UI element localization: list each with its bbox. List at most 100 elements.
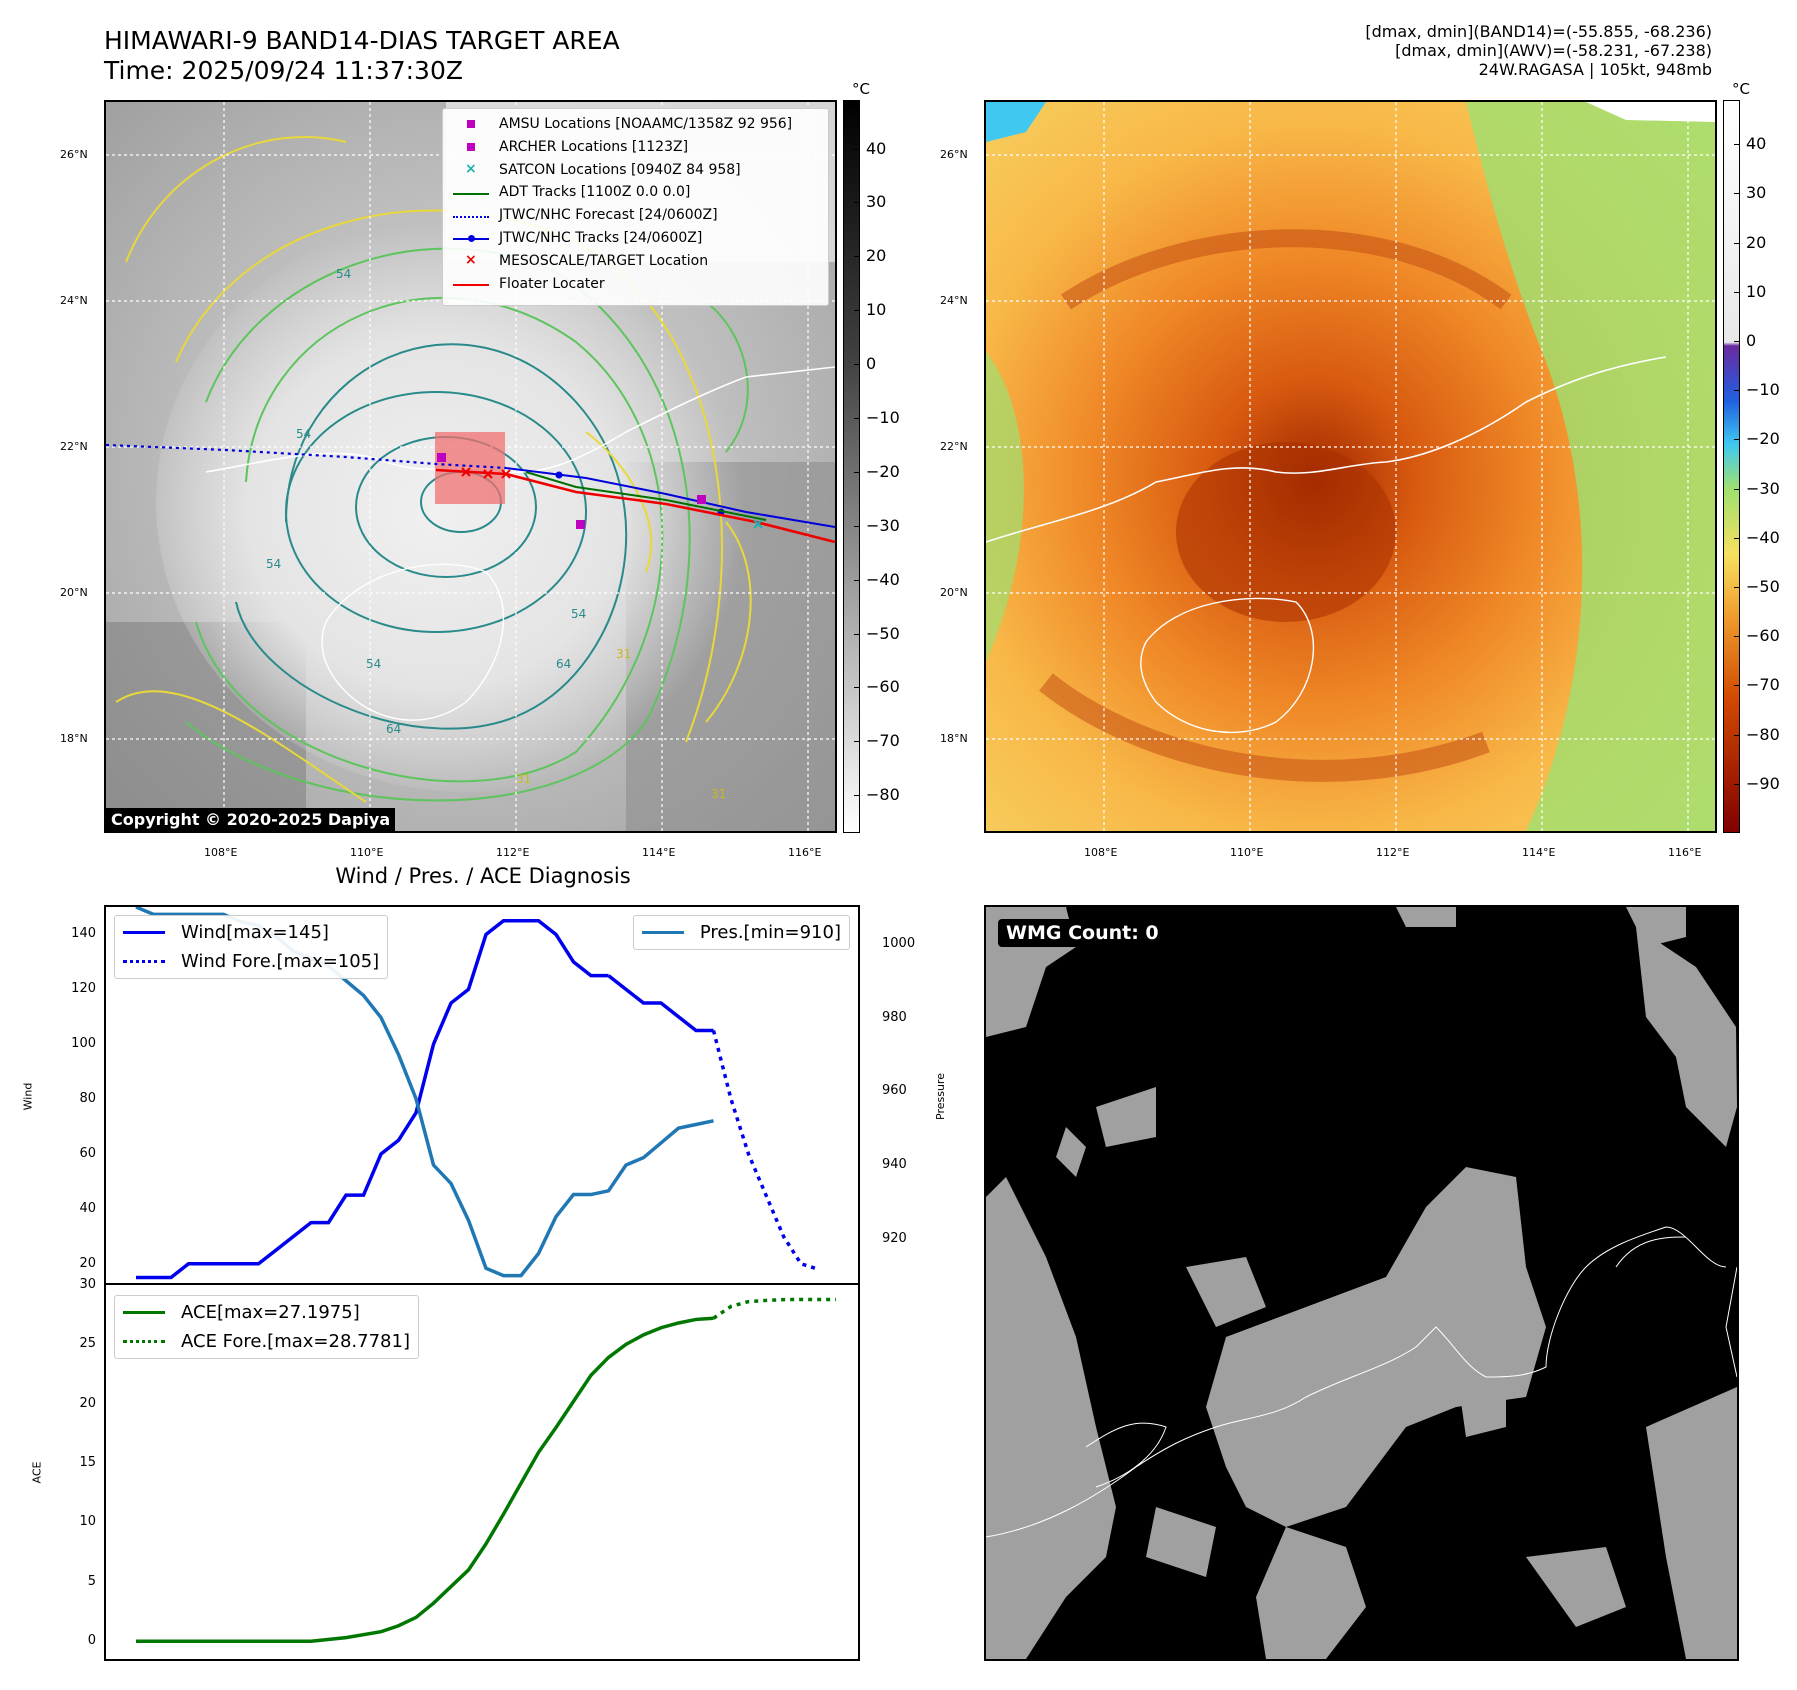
colorbar-tick: −50 xyxy=(1734,577,1780,597)
lat-label: 24°N xyxy=(60,294,88,307)
lat-label: 26°N xyxy=(60,148,88,161)
ace-svg xyxy=(136,1297,836,1643)
pres-legend: Pres.[min=910] xyxy=(632,915,850,950)
lat-label: 26°N xyxy=(940,148,968,161)
colorbar-tick: −90 xyxy=(1734,773,1780,793)
ace-forecast-line xyxy=(712,1297,836,1320)
ace-ylabel: ACE xyxy=(30,1461,44,1484)
left-colorbar xyxy=(843,100,860,833)
contour-label: 54 xyxy=(366,657,382,671)
colorbar-tick: −60 xyxy=(854,677,900,697)
colorbar-tick: 30 xyxy=(853,192,887,212)
title-line1: HIMAWARI-9 BAND14-DIAS TARGET AREA xyxy=(104,26,620,55)
contour-label: 54 xyxy=(296,427,312,441)
legend-line-solid xyxy=(451,186,491,200)
wind-forecast-line xyxy=(711,1030,820,1271)
wind-line xyxy=(136,918,609,1280)
right-colorbar xyxy=(1723,100,1740,833)
info-line3: 24W.RAGASA | 105kt, 948mb xyxy=(1478,60,1712,79)
awv-map-panel xyxy=(984,100,1717,833)
legend-ace: ACE[max=27.1975] xyxy=(123,1298,410,1327)
pres-ytick: 960 xyxy=(882,1083,907,1099)
lat-label: 18°N xyxy=(60,732,88,745)
wmg-svg xyxy=(986,907,1737,1659)
colorbar-tick: −20 xyxy=(854,461,900,481)
contour-label: 31 xyxy=(616,647,632,661)
ace-ytick: 30 xyxy=(79,1277,96,1292)
colorbar-tick: −10 xyxy=(1734,380,1780,400)
lon-label: 116°E xyxy=(1668,846,1702,859)
wind-ytick: 80 xyxy=(79,1091,96,1107)
wind-ytick: 100 xyxy=(71,1036,96,1052)
diag-title: Wind / Pres. / ACE Diagnosis xyxy=(335,864,631,888)
lon-label: 108°E xyxy=(1084,846,1118,859)
lat-label: 24°N xyxy=(940,294,968,307)
colorbar-tick: −60 xyxy=(1734,626,1780,646)
colorbar-tick: −50 xyxy=(854,623,900,643)
lat-label: 18°N xyxy=(940,732,968,745)
colorbar-tick: 20 xyxy=(1733,232,1767,252)
copyright-badge: Copyright © 2020-2025 Dapiya xyxy=(106,808,396,831)
legend-marker-x: × xyxy=(465,252,477,269)
contour-label: 54 xyxy=(336,267,352,281)
lon-label: 116°E xyxy=(788,846,822,859)
colorbar-tick: −40 xyxy=(1734,527,1780,547)
lon-label: 112°E xyxy=(496,846,530,859)
wind-ytick: 120 xyxy=(71,981,96,997)
legend-line-dotted xyxy=(451,209,491,223)
legend-entry-satcon: × SATCON Locations [0940Z 84 958] xyxy=(451,159,820,182)
legend-entry-adt: ADT Tracks [1100Z 0.0 0.0] xyxy=(451,181,820,204)
ace-panel: ACE[max=27.1975] ACE Fore.[max=28.7781] xyxy=(104,1283,860,1661)
info-line1: [dmax, dmin](BAND14)=(-55.855, -68.236) xyxy=(1365,22,1712,41)
pres-ytick: 1000 xyxy=(882,935,916,951)
contour-label: 64 xyxy=(556,657,572,671)
title-line2: Time: 2025/09/24 11:37:30Z xyxy=(104,56,463,85)
ace-ytick: 25 xyxy=(79,1336,96,1352)
awv-map-svg xyxy=(986,102,1715,831)
wmg-count-badge: WMG Count: 0 xyxy=(998,919,1167,947)
legend-line-solid xyxy=(451,277,491,291)
legend-entry-floater: Floater Locater xyxy=(451,273,820,296)
legend-marker-square xyxy=(451,140,491,154)
wind-pres-panel: Wind[max=145] Wind Fore.[max=105] Pres.[… xyxy=(104,905,860,1285)
pres-ytick: 980 xyxy=(882,1009,907,1025)
colorbar-tick: 20 xyxy=(853,246,887,266)
legend-wind-fore: Wind Fore.[max=105] xyxy=(123,947,379,976)
legend-entry-mesoscale: × MESOSCALE/TARGET Location xyxy=(451,250,820,273)
lon-label: 110°E xyxy=(1230,846,1264,859)
lon-label: 110°E xyxy=(350,846,384,859)
ace-ytick: 5 xyxy=(87,1573,96,1589)
wind-line xyxy=(607,974,714,1033)
colorbar-tick: −80 xyxy=(854,785,900,805)
contour-label: 64 xyxy=(386,722,402,736)
pres-ylabel: Pressure xyxy=(933,1073,947,1120)
figure-title: HIMAWARI-9 BAND14-DIAS TARGET AREA Time:… xyxy=(104,26,620,86)
wind-ytick: 60 xyxy=(79,1146,96,1161)
colorbar-tick: −30 xyxy=(854,515,900,535)
lat-label: 20°N xyxy=(940,586,968,599)
lat-label: 22°N xyxy=(940,440,968,453)
colorbar-tick: −20 xyxy=(1734,429,1780,449)
wind-ytick: 40 xyxy=(79,1200,96,1216)
colorbar-tick: 40 xyxy=(853,138,887,158)
legend-entry-jtwc: JTWC/NHC Tracks [24/0600Z] xyxy=(451,227,820,250)
legend-entry-amsu: AMSU Locations [NOAAMC/1358Z 92 956] xyxy=(451,113,820,136)
legend-pres: Pres.[min=910] xyxy=(641,918,841,947)
lon-label: 108°E xyxy=(204,846,238,859)
map-legend: AMSU Locations [NOAAMC/1358Z 92 956] ARC… xyxy=(442,108,829,306)
wind-ytick: 20 xyxy=(79,1255,96,1271)
contour-label: 31 xyxy=(516,772,532,786)
colorbar-tick: 40 xyxy=(1733,134,1767,154)
lon-label: 112°E xyxy=(1376,846,1410,859)
lon-label: 114°E xyxy=(642,846,676,859)
ace-ytick: 20 xyxy=(79,1395,96,1411)
colorbar-tick: −30 xyxy=(1734,478,1780,498)
wind-ytick: 140 xyxy=(71,926,96,942)
wind-legend: Wind[max=145] Wind Fore.[max=105] xyxy=(114,915,389,979)
ace-ytick: 0 xyxy=(87,1633,96,1649)
stats-info: [dmax, dmin](BAND14)=(-55.855, -68.236) … xyxy=(1365,22,1712,79)
pres-ytick: 920 xyxy=(882,1230,907,1246)
colorbar-tick: −40 xyxy=(854,569,900,589)
legend-entry-forecast: JTWC/NHC Forecast [24/0600Z] xyxy=(451,204,820,227)
legend-marker-square xyxy=(451,117,491,131)
